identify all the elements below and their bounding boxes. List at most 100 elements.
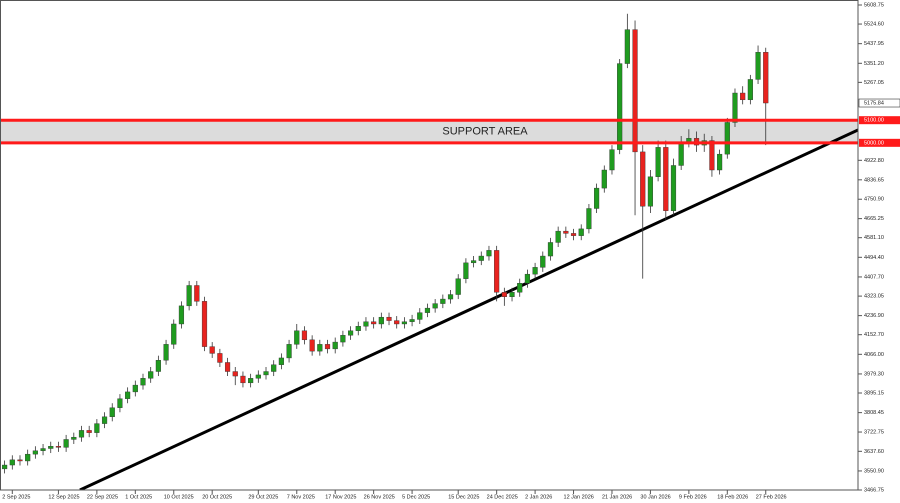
candle-body [48,446,54,449]
candle-body [432,303,438,309]
candle-body [117,398,123,408]
y-tick-label: 4407.70 [864,274,884,280]
y-tick-label: 4066.00 [864,352,884,358]
candle-body [332,341,338,350]
candle-body [240,375,246,384]
candle-body [524,273,530,284]
candle-body [194,285,200,302]
candle-body [217,353,223,363]
candle-body [224,362,231,372]
x-tick-label: 26 Nov 2025 [364,494,395,500]
candle-body [248,378,254,384]
candle-body [632,29,638,153]
candle-body [763,52,769,104]
candle-body [663,147,669,211]
candle-body [163,344,169,361]
candle-body [86,430,92,433]
support-label: SUPPORT AREA [442,125,528,137]
y-tick-label: 3466.75 [864,487,884,493]
candle-body [447,294,454,300]
x-tick-label: 2 Sep 2025 [2,494,30,500]
support-zone [0,120,858,143]
candle-body [9,459,15,466]
x-tick-label: 10 Oct 2025 [164,494,194,500]
candle-body [755,52,761,80]
x-tick-label: 29 Oct 2025 [248,494,278,500]
candle-body [717,153,723,171]
x-tick-label: 12 Sep 2025 [48,494,79,500]
candle-body [371,321,377,325]
y-tick-label: 4581.10 [864,235,884,241]
y-tick-label: 5437.95 [864,41,884,47]
candle-body [486,250,492,257]
candle-body [255,374,261,379]
candle-body [301,330,308,341]
y-tick-label: 3722.75 [864,429,884,435]
candle-body [294,330,300,345]
candle-body [609,149,615,171]
candle-body [55,446,62,448]
candle-body [424,307,431,313]
x-tick-label: 22 Sep 2025 [87,494,118,500]
candle-body [109,407,115,418]
candle-body [532,267,538,275]
candle-body [540,255,546,268]
x-tick-label: 5 Dec 2025 [402,494,430,500]
candle-body [578,228,584,236]
candle-body [740,92,746,101]
support-price-label: 5100.00 [864,118,884,124]
candle-body [355,326,361,331]
support-price-box [859,116,900,125]
plot-area: SUPPORT AREA [0,13,858,490]
y-tick-label: 4750.90 [864,197,884,203]
support-price-label: 5000.00 [864,140,884,146]
candle-body [78,430,85,438]
candle-body [148,371,154,379]
candle-body [394,320,400,325]
last-price-label: 5175.84 [864,100,884,106]
x-tick-label: 17 Nov 2025 [325,494,356,500]
x-tick-label: 12 Jan 2026 [564,494,594,500]
y-tick-label: 4323.05 [864,294,884,300]
plot-frame [0,0,859,491]
candle-body [125,391,131,399]
y-tick-label: 3550.90 [864,468,884,474]
x-tick-label: 24 Dec 2025 [487,494,518,500]
candle-body [25,453,31,462]
support-price-box [859,138,900,147]
y-tick-label: 3895.15 [864,390,884,396]
candle-body [655,147,661,177]
y-tick-label: 4494.40 [864,255,884,261]
candle-body [155,360,161,372]
candle-body [647,176,654,207]
candle-body [570,233,577,236]
candle-body [209,346,215,354]
candle-body [386,316,392,321]
y-tick-label: 4665.25 [864,216,884,222]
candle-body [555,230,561,243]
candle-body [670,165,677,211]
candle-body [401,321,407,325]
y-tick-label: 5267.05 [864,80,884,86]
candle-body [63,439,69,448]
candle-body [94,423,100,433]
y-tick-label: 5524.60 [864,21,884,27]
candle-body [586,208,592,230]
candle-body [563,230,569,234]
candle-body [640,151,646,207]
candle-body [678,142,684,166]
candle-body [263,371,269,376]
candle-body [409,319,415,322]
candle-body [40,448,46,451]
candle-body [517,283,523,293]
x-tick-label: 2 Jan 2026 [525,494,552,500]
candle-body [340,335,346,343]
candle-body [171,323,177,345]
candle-body [417,312,423,320]
y-tick-label: 4236.90 [864,313,884,319]
x-tick-label: 7 Nov 2025 [287,494,315,500]
candle-body [494,250,500,293]
y-tick-label: 3808.45 [864,410,884,416]
